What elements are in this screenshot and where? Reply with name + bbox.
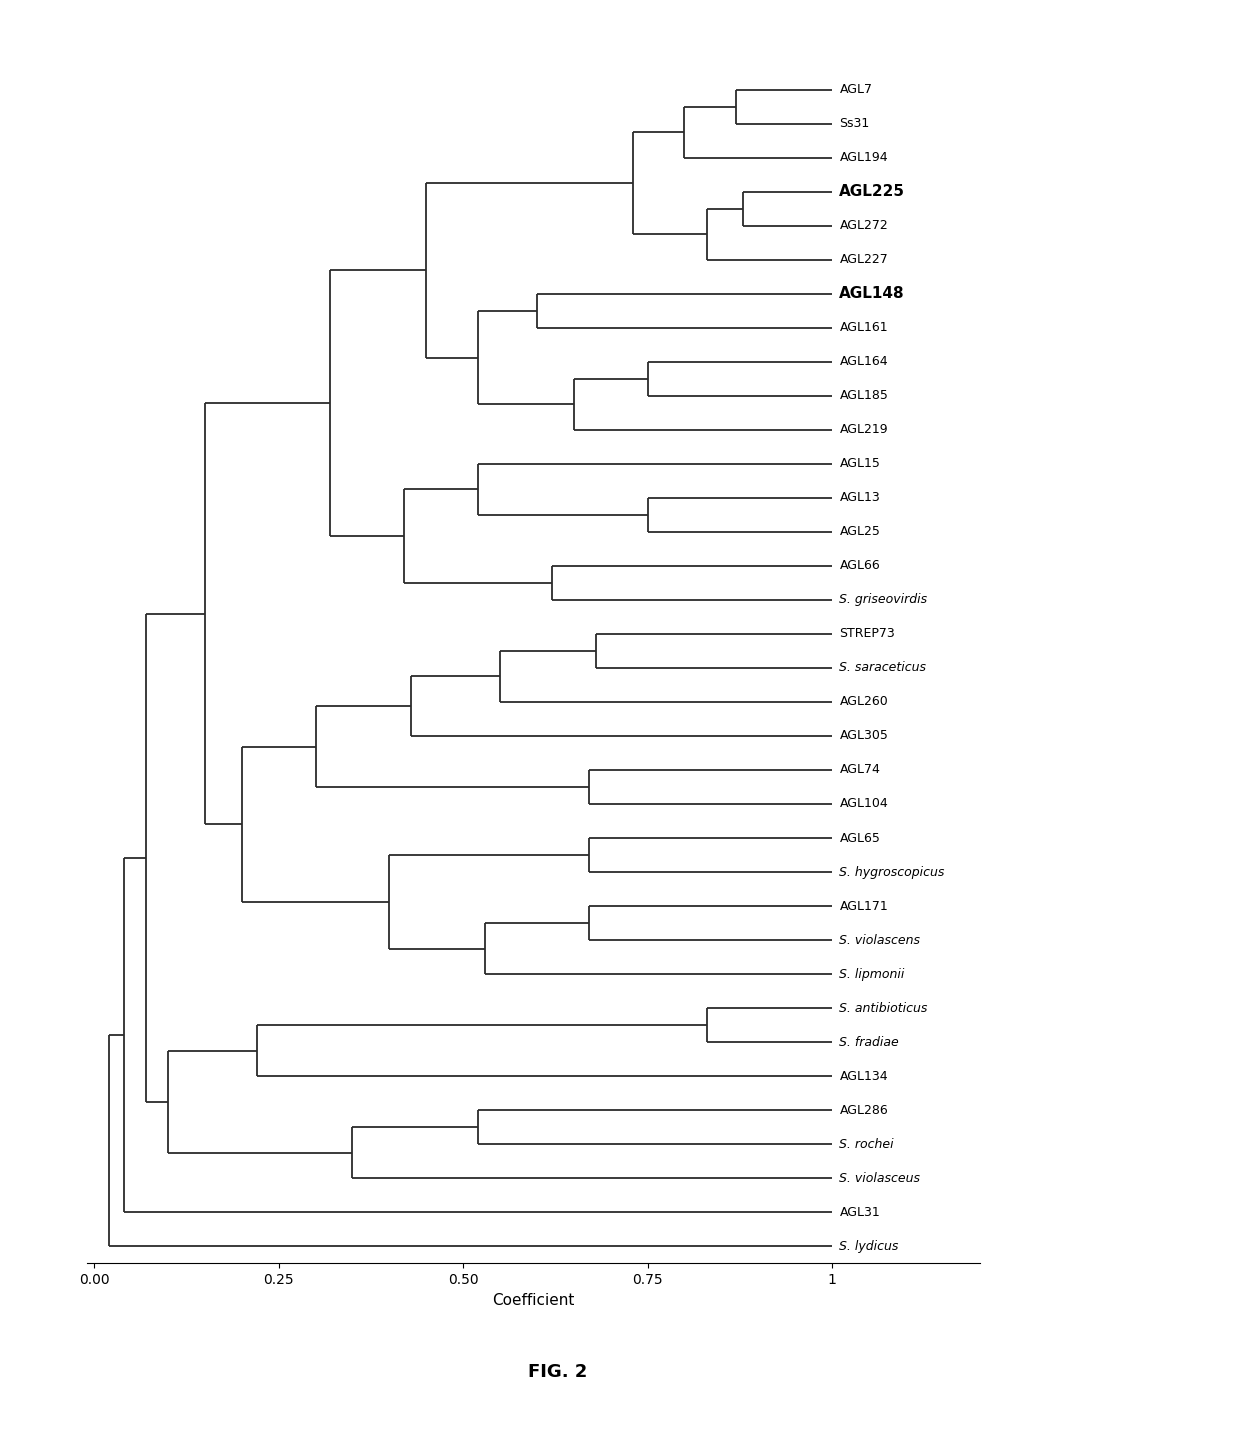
Text: AGL272: AGL272 xyxy=(839,219,888,232)
Text: S. hygroscopicus: S. hygroscopicus xyxy=(839,865,945,878)
Text: S. lipmonii: S. lipmonii xyxy=(839,967,905,980)
Text: AGL148: AGL148 xyxy=(839,286,905,301)
Text: S. lydicus: S. lydicus xyxy=(839,1240,899,1253)
Text: FIG. 2: FIG. 2 xyxy=(528,1363,588,1381)
Text: S. fradiae: S. fradiae xyxy=(839,1035,899,1048)
Text: AGL74: AGL74 xyxy=(839,764,880,777)
Text: AGL25: AGL25 xyxy=(839,526,880,539)
Text: AGL185: AGL185 xyxy=(839,389,888,402)
Text: S. rochei: S. rochei xyxy=(839,1138,894,1150)
Text: S. violascens: S. violascens xyxy=(839,934,920,947)
Text: AGL164: AGL164 xyxy=(839,356,888,369)
Text: AGL66: AGL66 xyxy=(839,559,880,572)
Text: AGL305: AGL305 xyxy=(839,729,888,742)
Text: AGL31: AGL31 xyxy=(839,1205,880,1218)
Text: AGL225: AGL225 xyxy=(839,184,905,199)
Text: Ss31: Ss31 xyxy=(839,118,869,131)
Text: AGL13: AGL13 xyxy=(839,491,880,504)
Text: S. antibioticus: S. antibioticus xyxy=(839,1002,928,1015)
Text: AGL286: AGL286 xyxy=(839,1104,888,1117)
Text: S. saraceticus: S. saraceticus xyxy=(839,662,926,674)
X-axis label: Coefficient: Coefficient xyxy=(492,1292,574,1307)
Text: AGL104: AGL104 xyxy=(839,797,888,810)
Text: AGL7: AGL7 xyxy=(839,83,873,96)
Text: S. griseovirdis: S. griseovirdis xyxy=(839,594,928,607)
Text: AGL65: AGL65 xyxy=(839,832,880,845)
Text: AGL134: AGL134 xyxy=(839,1070,888,1083)
Text: AGL15: AGL15 xyxy=(839,457,880,470)
Text: AGL194: AGL194 xyxy=(839,151,888,164)
Text: AGL161: AGL161 xyxy=(839,321,888,334)
Text: AGL171: AGL171 xyxy=(839,900,888,912)
Text: S. violasceus: S. violasceus xyxy=(839,1172,920,1185)
Text: AGL260: AGL260 xyxy=(839,696,888,709)
Text: AGL227: AGL227 xyxy=(839,253,888,266)
Text: STREP73: STREP73 xyxy=(839,627,895,640)
Text: AGL219: AGL219 xyxy=(839,424,888,436)
